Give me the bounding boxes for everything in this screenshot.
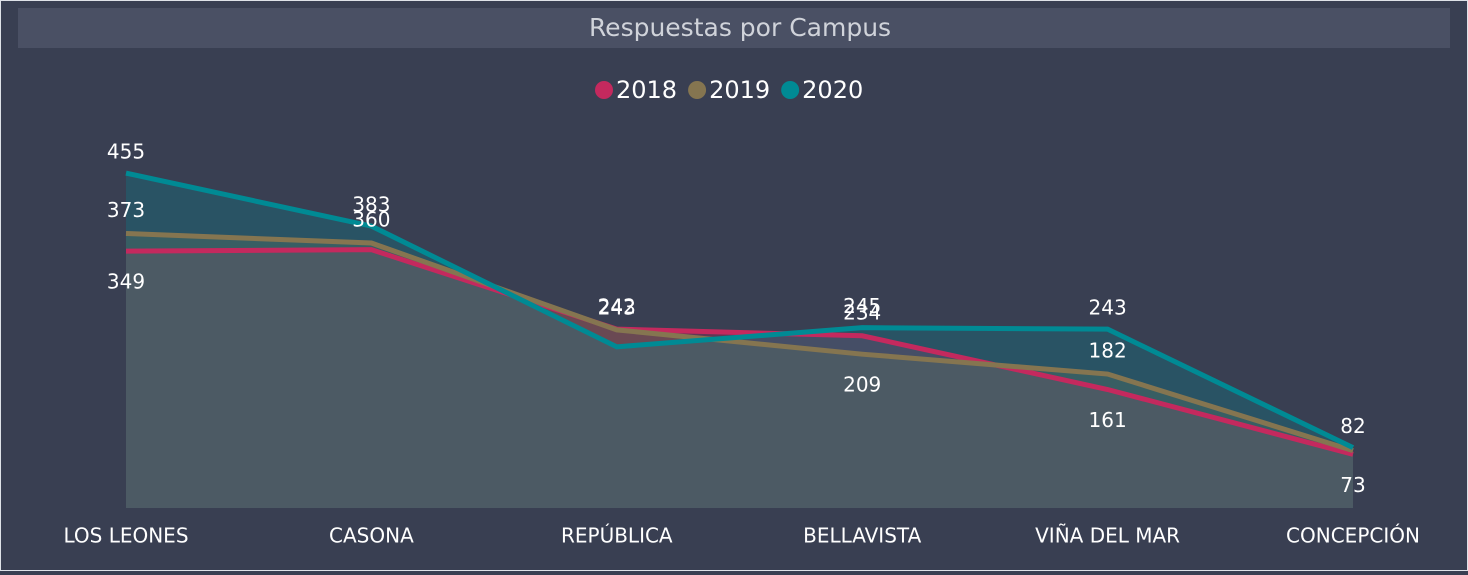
data-label: 373 xyxy=(107,198,145,222)
data-label: 161 xyxy=(1089,408,1127,432)
data-label: 349 xyxy=(107,270,145,294)
area-fill xyxy=(126,249,1353,508)
legend-marker xyxy=(781,81,800,99)
area-fill xyxy=(126,233,1353,509)
x-tick-label: CONCEPCIÓN xyxy=(1286,524,1420,548)
data-label: 73 xyxy=(1340,473,1365,497)
data-label: 243 xyxy=(1089,296,1127,320)
title-bar xyxy=(18,8,1450,48)
data-label: 242 xyxy=(598,294,636,318)
x-tick-label: BELLAVISTA xyxy=(803,524,921,548)
x-tick-label: VIÑA DEL MAR xyxy=(1035,524,1180,548)
data-label: 82 xyxy=(1340,414,1365,438)
data-label: 182 xyxy=(1089,339,1127,363)
line xyxy=(125,230,1354,453)
x-tick-label: REPÚBLICA xyxy=(561,524,673,548)
data-label: 234 xyxy=(843,300,881,324)
legend-marker xyxy=(688,81,707,99)
legend-label: 2020 xyxy=(802,76,863,104)
x-tick-label: LOS LEONES xyxy=(63,524,188,548)
line xyxy=(125,170,1355,450)
data-label: 245 xyxy=(843,294,881,318)
legend-label: 2018 xyxy=(616,76,677,104)
legend-marker xyxy=(595,81,613,99)
chart-title: Respuestas por Campus xyxy=(589,13,891,42)
data-label: 243 xyxy=(598,296,636,320)
legend-label: 2019 xyxy=(709,76,770,104)
data-label: 209 xyxy=(843,373,881,397)
x-tick-label: CASONA xyxy=(329,524,414,548)
data-label: 383 xyxy=(352,193,390,217)
data-label: 360 xyxy=(352,208,390,232)
line xyxy=(125,247,1354,457)
data-label: 455 xyxy=(107,140,145,164)
